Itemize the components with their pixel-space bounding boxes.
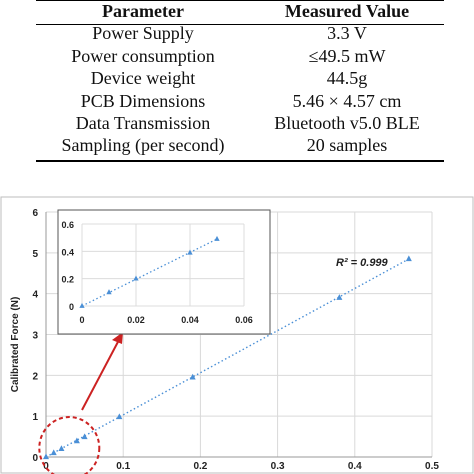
y-tick-label: 2 xyxy=(32,371,38,382)
data-point xyxy=(73,437,80,444)
zoom-highlight-circle xyxy=(38,416,101,474)
row-parameter: PCB Dimensions xyxy=(80,90,206,111)
row-value: 3.3 V xyxy=(327,23,367,44)
r-squared-annotation: R² = 0.999 xyxy=(336,257,389,269)
y-tick-label: 0 xyxy=(32,453,38,464)
row-parameter: Power Supply xyxy=(92,23,194,44)
zoom-arrow-line xyxy=(81,337,121,411)
inset-data-point xyxy=(79,302,85,308)
row-parameter: Sampling (per second) xyxy=(61,135,225,156)
inset-y-tick-label: 0 xyxy=(69,302,74,312)
inset-data-point xyxy=(187,249,193,255)
table-row: Power Supply 3.3 V xyxy=(36,22,444,44)
inset-y-tick-label: 0.2 xyxy=(61,275,74,285)
row-parameter: Data Transmission xyxy=(75,113,211,134)
trendline xyxy=(45,258,410,458)
inset-trendline xyxy=(81,238,218,307)
row-parameter: Device weight xyxy=(90,68,196,89)
y-tick-label: 5 xyxy=(32,249,38,260)
data-point xyxy=(81,433,88,440)
inset-x-tick-label: 0 xyxy=(79,315,84,325)
inset-data-point xyxy=(133,275,139,281)
table-row: PCB Dimensions 5.46 × 4.57 cm xyxy=(36,90,444,112)
row-value: 20 samples xyxy=(306,135,388,156)
header-parameter: Parameter xyxy=(102,1,184,21)
inset-frame xyxy=(57,209,271,335)
inset-x-tick-label: 0.02 xyxy=(127,315,145,325)
x-tick-label: 0.2 xyxy=(193,461,207,472)
table-bottom-rule xyxy=(36,160,444,162)
inset-y-tick-label: 0.6 xyxy=(61,220,74,230)
table-row: Device weight 44.5g xyxy=(36,67,444,89)
inset-x-tick-label: 0.04 xyxy=(181,315,199,325)
table-row: Sampling (per second) 20 samples xyxy=(36,134,444,156)
table-header-row: Parameter Measured Value xyxy=(36,0,444,22)
data-point xyxy=(43,453,49,460)
zoom-arrowhead xyxy=(112,332,123,344)
x-tick-label: 0.3 xyxy=(271,461,285,472)
parameter-table: Parameter Measured Value Power Supply 3.… xyxy=(36,0,444,157)
inset-y-tick-label: 0.4 xyxy=(61,247,74,257)
inset-x-tick-label: 0.06 xyxy=(235,315,253,325)
data-point xyxy=(50,449,57,456)
y-tick-label: 4 xyxy=(32,290,38,301)
x-tick-label: 0.1 xyxy=(116,461,130,472)
y-tick-label: 1 xyxy=(32,412,38,423)
row-value: Bluetooth v5.0 BLE xyxy=(274,113,420,134)
header-measured-value: Measured Value xyxy=(284,1,410,21)
y-tick-label: 3 xyxy=(32,331,38,342)
row-value: 5.46 × 4.57 cm xyxy=(292,90,402,111)
data-point xyxy=(58,445,65,451)
data-point xyxy=(405,255,412,262)
calibration-chart: 0 1 2 3 4 5 6 0 0.1 0.2 0.3 0.4 0.5 Calibrated Force … xyxy=(0,196,474,474)
row-value: 44.5g xyxy=(326,68,368,89)
data-point xyxy=(336,294,343,300)
table-row: Data Transmission Bluetooth v5.0 BLE xyxy=(36,112,444,134)
row-value: ≤49.5 mW xyxy=(308,45,386,66)
table-top-rule xyxy=(36,0,444,1)
inset-data-point xyxy=(106,289,112,295)
inset-data-point xyxy=(214,235,220,241)
y-tick-label: 6 xyxy=(32,208,38,219)
row-parameter: Power consumption xyxy=(71,45,215,66)
y-axis-label: Calibrated Force (N) xyxy=(10,297,21,393)
data-point xyxy=(116,413,123,420)
table-header-rule xyxy=(36,24,444,25)
x-tick-label: 0.4 xyxy=(348,461,362,472)
x-tick-label: 0 xyxy=(43,461,49,472)
x-tick-label: 0.5 xyxy=(425,461,439,472)
data-point xyxy=(189,373,196,380)
table-row: Power consumption ≤49.5 mW xyxy=(36,45,444,67)
